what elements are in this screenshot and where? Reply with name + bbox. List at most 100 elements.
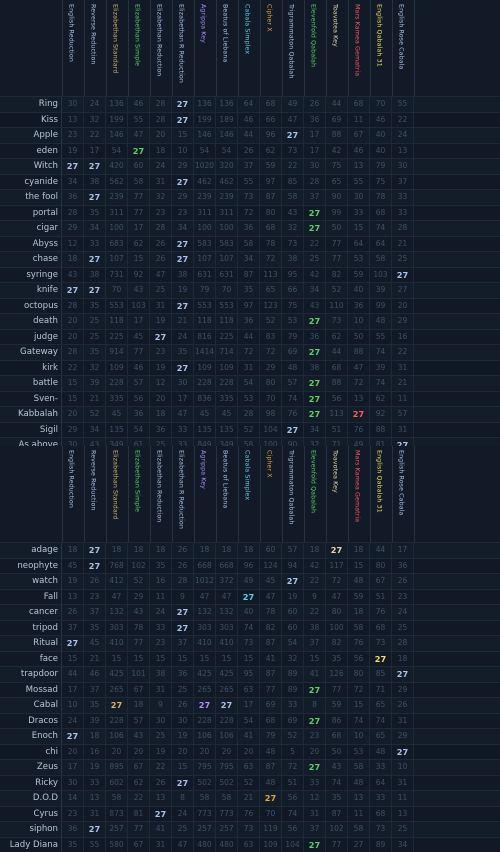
column-header[interactable]: Elizabethan Standard bbox=[107, 0, 129, 96]
column-header[interactable]: Elizabethan Reduction bbox=[151, 0, 173, 96]
value-cell: 77 bbox=[128, 636, 150, 651]
column-header[interactable]: Elevenfold Qabalah bbox=[305, 0, 327, 96]
value-cell: 12 bbox=[150, 376, 172, 391]
value-cell: 13 bbox=[62, 113, 84, 128]
column-header[interactable]: Beatus of Liebana bbox=[217, 446, 239, 542]
column-header[interactable]: English Qabalah 31 bbox=[371, 446, 393, 542]
column-header[interactable]: Toavotea Key bbox=[327, 0, 349, 96]
value-cell: 72 bbox=[238, 206, 260, 221]
column-header[interactable]: Beatus of Liebana bbox=[217, 0, 239, 96]
column-header[interactable]: Elizabethan Reduction bbox=[151, 446, 173, 542]
column-header[interactable]: English Rose Cabala bbox=[393, 0, 415, 96]
column-header[interactable]: Agrippa Key bbox=[195, 0, 217, 96]
column-header[interactable]: Elevenfold Qabalah bbox=[305, 446, 327, 542]
column-header[interactable]: English Rose Cabala bbox=[393, 446, 415, 542]
column-header[interactable]: Cipher X bbox=[261, 446, 283, 542]
value-cell: 45 bbox=[62, 559, 84, 574]
column-header[interactable]: Elizabethan Simple bbox=[129, 0, 151, 96]
column-header[interactable]: Trigrammaton Qabalah bbox=[283, 446, 305, 542]
row-phrase-label: Sigil bbox=[0, 423, 62, 438]
column-header[interactable]: Mars Kamea Gematria bbox=[349, 446, 371, 542]
column-header[interactable]: Cabala Simplex bbox=[239, 446, 261, 542]
column-header[interactable]: Cabala Simplex bbox=[239, 0, 261, 96]
column-header[interactable]: Agrippa Key bbox=[195, 446, 217, 542]
value-cell: 15 bbox=[172, 760, 194, 775]
value-cell: 873 bbox=[106, 807, 128, 822]
value-cell: 11 bbox=[392, 791, 414, 806]
value-cell: 62 bbox=[326, 330, 348, 345]
column-header[interactable]: Trigrammaton Qabalah bbox=[283, 0, 305, 96]
value-cell: 45 bbox=[216, 407, 238, 422]
column-header[interactable]: English Reduction bbox=[63, 446, 85, 542]
value-cell: 24 bbox=[84, 97, 106, 112]
value-cell: 36 bbox=[304, 330, 326, 345]
value-cell: 68 bbox=[326, 361, 348, 376]
value-cell: 15 bbox=[128, 652, 150, 667]
column-header[interactable]: Mars Kamea Gematria bbox=[349, 0, 371, 96]
column-header[interactable]: Reverse Reduction bbox=[85, 446, 107, 542]
column-header[interactable]: Elizabethan Standard bbox=[107, 446, 129, 542]
value-cell: 22 bbox=[392, 345, 414, 360]
value-cell: 46 bbox=[128, 97, 150, 112]
value-cell: 40 bbox=[238, 605, 260, 620]
value-cell: 19 bbox=[282, 590, 304, 605]
column-header[interactable]: English Qabalah 31 bbox=[371, 0, 393, 96]
value-cell: 19 bbox=[62, 574, 84, 589]
column-header[interactable]: Toavotea Key bbox=[327, 446, 349, 542]
column-header[interactable]: Elizabethan Simple bbox=[129, 446, 151, 542]
column-header[interactable]: English Reduction bbox=[63, 0, 85, 96]
column-header[interactable]: Elizabethan R Reduction bbox=[173, 446, 195, 542]
column-header[interactable]: Cipher X bbox=[261, 0, 283, 96]
highlighted-value-cell: 27 bbox=[172, 252, 194, 267]
column-header[interactable]: Elizabethan R Reduction bbox=[173, 0, 195, 96]
row-phrase-label: portal bbox=[0, 206, 62, 221]
value-cell: 77 bbox=[260, 683, 282, 698]
column-header-label: English Rose Cabala bbox=[397, 4, 403, 69]
column-header[interactable]: Reverse Reduction bbox=[85, 0, 107, 96]
value-cell: 9 bbox=[150, 698, 172, 713]
highlighted-value-cell: 27 bbox=[282, 423, 304, 438]
